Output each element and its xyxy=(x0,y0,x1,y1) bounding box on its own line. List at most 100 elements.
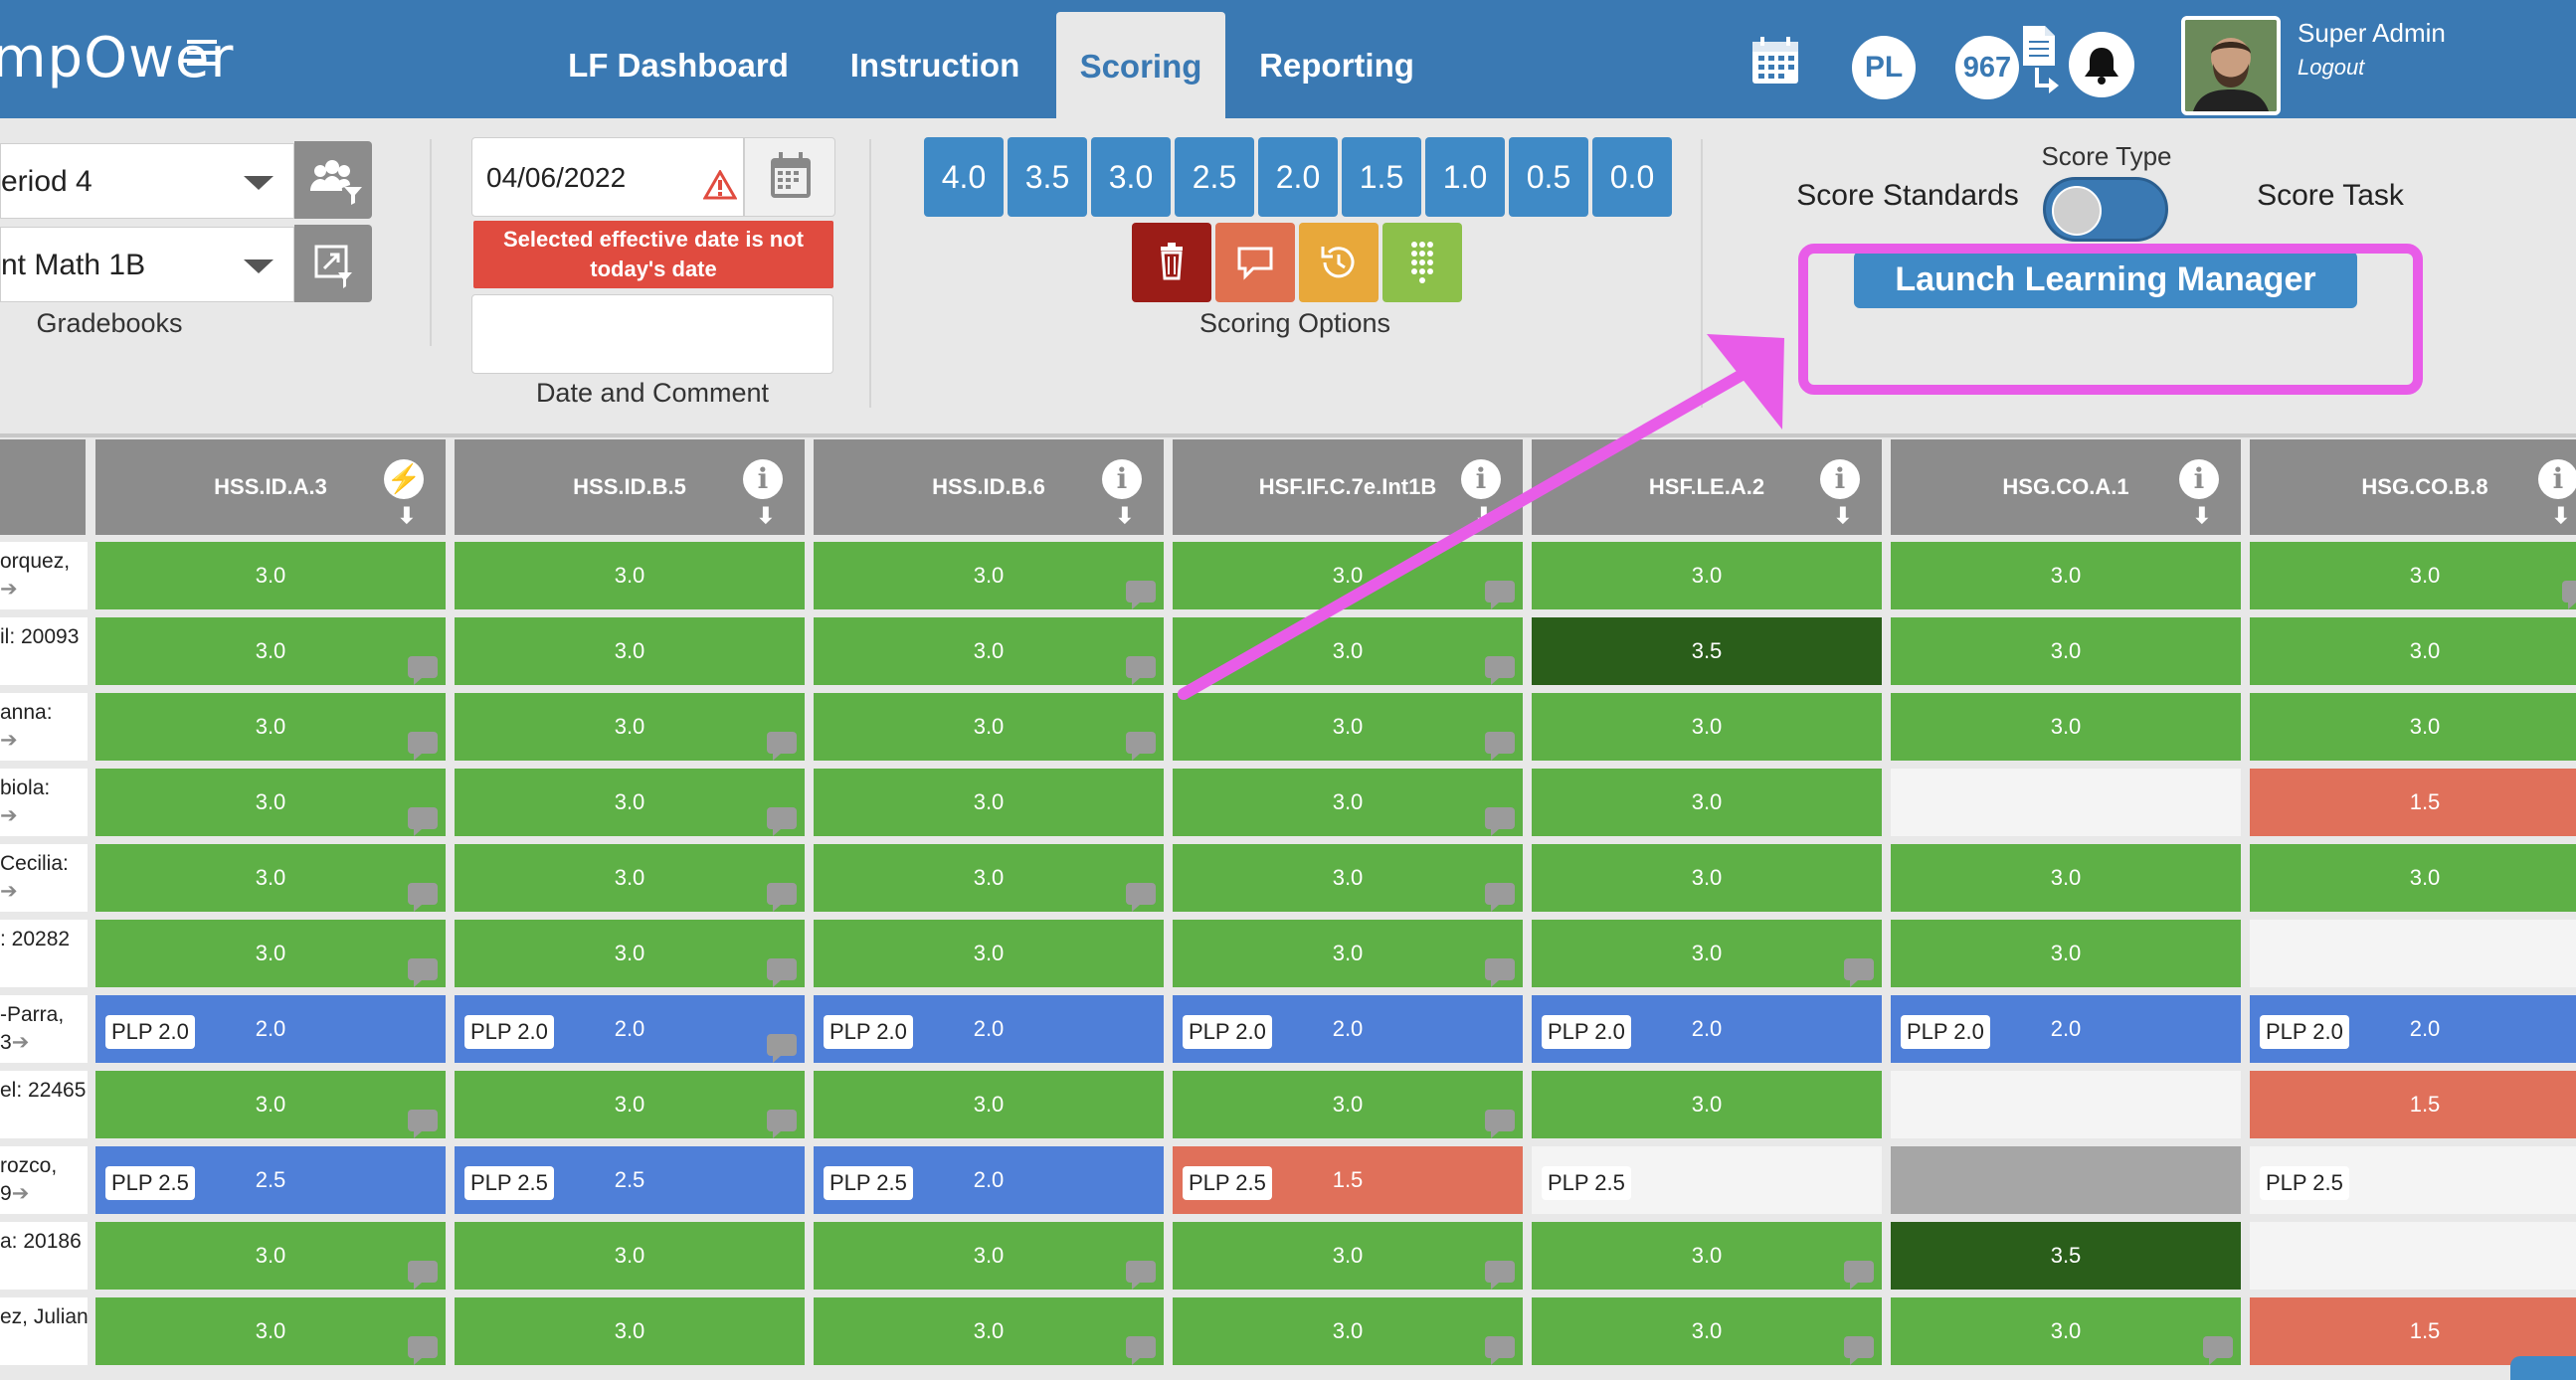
score-cell[interactable]: 3.0 xyxy=(1532,542,1882,609)
score-cell[interactable]: 3.0 xyxy=(95,617,446,685)
score-cell[interactable]: 3.0 xyxy=(1891,844,2241,912)
score-cell[interactable]: 2.0 PLP 2.0 xyxy=(1532,995,1882,1063)
score-cell[interactable]: 2.0 PLP 2.0 xyxy=(95,995,446,1063)
score-cell[interactable]: 1.5 xyxy=(2250,1297,2576,1365)
arrow-right-icon[interactable]: ➔ xyxy=(0,578,18,601)
score-cell[interactable]: PLP 2.5 xyxy=(2250,1146,2576,1214)
comment-bubble-icon[interactable] xyxy=(1126,883,1156,912)
score-cell[interactable]: 3.0 xyxy=(95,769,446,836)
score-cell[interactable]: 3.0 xyxy=(95,693,446,761)
comment-bubble-icon[interactable] xyxy=(408,1110,438,1138)
score-cell[interactable]: 3.0 xyxy=(2250,844,2576,912)
score-cell[interactable]: 3.0 xyxy=(1532,769,1882,836)
score-cell[interactable]: 3.0 xyxy=(1532,844,1882,912)
score-cell[interactable]: 2.0 PLP 2.0 xyxy=(455,995,805,1063)
score-cell[interactable]: 2.0 PLP 2.5 xyxy=(814,1146,1164,1214)
score-cell[interactable]: 3.0 xyxy=(814,542,1164,609)
score-cell[interactable]: 3.0 xyxy=(455,542,805,609)
score-button-3-0[interactable]: 3.0 xyxy=(1091,137,1171,217)
comment-bubble-icon[interactable] xyxy=(1126,732,1156,761)
comment-bubble-icon[interactable] xyxy=(1485,1261,1515,1290)
sort-down-arrow-icon[interactable]: ⬇ xyxy=(1474,503,1493,528)
gradebook-options-button[interactable] xyxy=(294,225,372,302)
student-name-cell[interactable]: ez, Julian: xyxy=(0,1297,88,1365)
info-icon[interactable]: i xyxy=(743,459,783,499)
score-cell[interactable]: 3.0 xyxy=(1532,920,1882,987)
comment-bubble-icon[interactable] xyxy=(1126,581,1156,609)
student-name-cell[interactable]: biola: ➔ xyxy=(0,769,88,836)
comment-bubble-icon[interactable] xyxy=(1485,1336,1515,1365)
comment-bubble-icon[interactable] xyxy=(2203,1336,2233,1365)
score-cell[interactable]: 2.0 PLP 2.0 xyxy=(814,995,1164,1063)
comment-bubble-icon[interactable] xyxy=(408,656,438,685)
comment-bubble-icon[interactable] xyxy=(1126,1336,1156,1365)
student-name-cell[interactable]: anna: ➔ xyxy=(0,693,88,761)
comment-bubble-icon[interactable] xyxy=(2562,581,2576,609)
student-name-cell[interactable]: Cecilia: ➔ xyxy=(0,844,88,912)
score-cell[interactable]: 3.0 xyxy=(1173,769,1523,836)
score-cell[interactable]: 2.5 PLP 2.5 xyxy=(455,1146,805,1214)
student-name-cell[interactable]: orquez, ➔ xyxy=(0,542,88,609)
info-icon[interactable]: i xyxy=(2179,459,2219,499)
history-button[interactable] xyxy=(1299,223,1379,302)
score-cell[interactable]: 2.0 PLP 2.0 xyxy=(1173,995,1523,1063)
score-cell[interactable]: 3.0 xyxy=(814,1222,1164,1290)
nav-tab-lf-dashboard[interactable]: LF Dashboard xyxy=(568,47,789,84)
effective-date-input[interactable]: 04/06/2022 xyxy=(471,137,744,217)
comment-bubble-icon[interactable] xyxy=(1844,1336,1874,1365)
nav-tab-scoring[interactable]: Scoring xyxy=(1056,12,1225,118)
comment-bubble-icon[interactable] xyxy=(1126,1261,1156,1290)
launch-learning-manager-button[interactable]: Launch Learning Manager xyxy=(1854,252,2357,308)
score-cell[interactable]: 3.0 xyxy=(95,1071,446,1138)
score-cell[interactable]: 1.5 xyxy=(2250,769,2576,836)
score-cell[interactable]: 3.0 xyxy=(1891,693,2241,761)
score-cell[interactable]: PLP 2.5 xyxy=(1532,1146,1882,1214)
info-icon[interactable]: i xyxy=(2538,459,2576,499)
column-header[interactable]: HSG.CO.B.8 i ⬇ xyxy=(2250,439,2576,535)
score-cell[interactable]: 3.0 xyxy=(2250,617,2576,685)
score-cell[interactable]: 3.0 xyxy=(1173,920,1523,987)
score-cell[interactable]: 3.0 xyxy=(814,920,1164,987)
score-cell[interactable]: 3.0 xyxy=(1532,1222,1882,1290)
score-button-0-5[interactable]: 0.5 xyxy=(1509,137,1588,217)
score-cell[interactable]: 3.0 xyxy=(1173,542,1523,609)
logout-link[interactable]: Logout xyxy=(2298,55,2365,80)
info-icon[interactable]: i xyxy=(1820,459,1860,499)
score-cell[interactable]: 3.0 xyxy=(1891,920,2241,987)
score-cell[interactable]: 1.5 PLP 2.5 xyxy=(1173,1146,1523,1214)
score-cell[interactable]: 3.0 xyxy=(814,1071,1164,1138)
help-button[interactable] xyxy=(2510,1356,2576,1380)
score-button-2-0[interactable]: 2.0 xyxy=(1258,137,1338,217)
score-cell[interactable]: 3.0 xyxy=(1532,1297,1882,1365)
sort-down-arrow-icon[interactable]: ⬇ xyxy=(2551,503,2570,528)
score-cell[interactable]: 2.0 PLP 2.0 xyxy=(2250,995,2576,1063)
comment-bubble-icon[interactable] xyxy=(1485,1110,1515,1138)
comment-bubble-icon[interactable] xyxy=(408,958,438,987)
pl-badge[interactable]: PL xyxy=(1852,36,1916,99)
score-cell[interactable] xyxy=(1891,1146,2241,1214)
lightning-icon[interactable]: ⚡ xyxy=(384,459,424,499)
score-cell[interactable]: 3.0 xyxy=(455,1071,805,1138)
comment-bubble-icon[interactable] xyxy=(1485,958,1515,987)
score-cell[interactable]: 3.0 xyxy=(1173,844,1523,912)
score-cell[interactable]: 3.0 xyxy=(814,844,1164,912)
comment-bubble-icon[interactable] xyxy=(1126,656,1156,685)
score-button-1-0[interactable]: 1.0 xyxy=(1425,137,1505,217)
comment-bubble-icon[interactable] xyxy=(767,883,797,912)
keypad-button[interactable] xyxy=(1382,223,1462,302)
score-cell[interactable]: 3.0 xyxy=(1173,1222,1523,1290)
comment-bubble-icon[interactable] xyxy=(408,883,438,912)
score-cell[interactable] xyxy=(1891,769,2241,836)
avatar[interactable] xyxy=(2181,16,2281,115)
score-cell[interactable]: 3.5 xyxy=(1532,617,1882,685)
score-cell[interactable]: 3.0 xyxy=(455,693,805,761)
comment-field[interactable] xyxy=(471,294,833,374)
score-cell[interactable]: 3.0 xyxy=(95,1222,446,1290)
sort-down-arrow-icon[interactable]: ⬇ xyxy=(756,503,775,528)
nav-tab-reporting[interactable]: Reporting xyxy=(1259,47,1414,84)
arrow-right-icon[interactable]: ➔ xyxy=(0,880,18,903)
comment-bubble-icon[interactable] xyxy=(767,732,797,761)
score-cell[interactable]: 3.0 xyxy=(1173,693,1523,761)
notifications-bell-icon[interactable] xyxy=(2069,32,2134,97)
delete-score-button[interactable] xyxy=(1132,223,1211,302)
